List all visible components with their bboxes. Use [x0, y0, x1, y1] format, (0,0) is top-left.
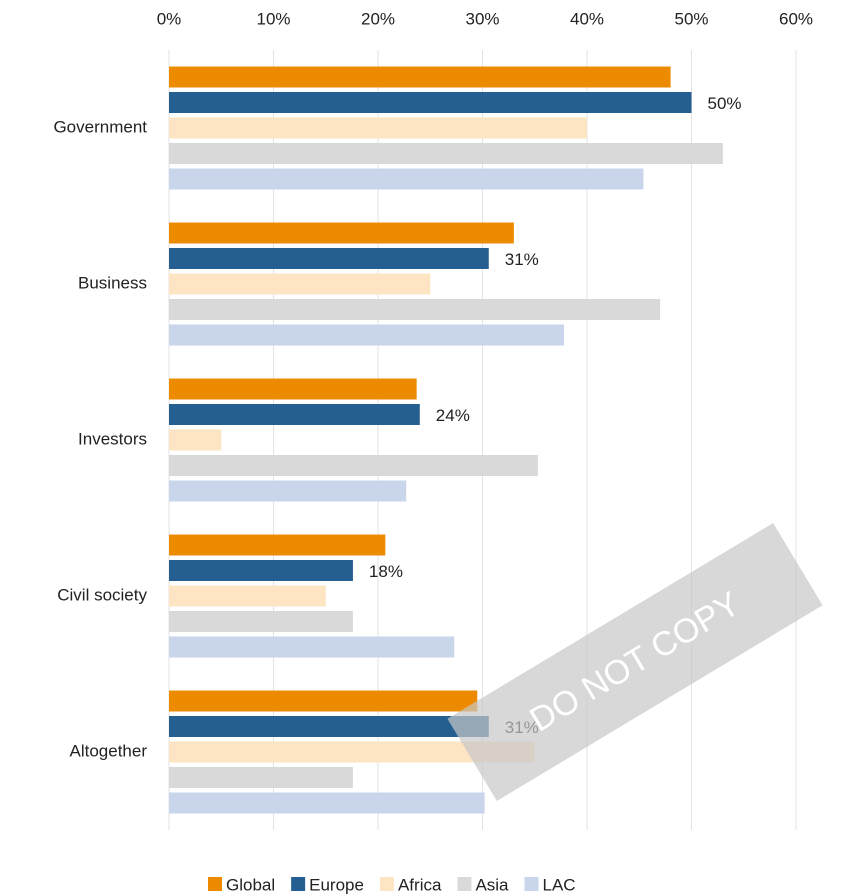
bar — [169, 767, 353, 788]
y-tick-label: Altogether — [70, 741, 148, 760]
legend-swatch — [457, 877, 472, 891]
watermark: DO NOT COPY — [447, 522, 823, 802]
bar — [169, 741, 535, 763]
x-tick-label: 10% — [256, 9, 290, 28]
x-tick-label: 30% — [465, 9, 499, 28]
x-tick-label: 20% — [361, 9, 395, 28]
value-label: 31% — [505, 250, 539, 269]
bar — [169, 299, 661, 320]
bar — [169, 273, 431, 295]
bar — [169, 792, 485, 814]
bar — [169, 378, 417, 400]
y-tick-label: Investors — [78, 429, 147, 448]
bar — [169, 690, 478, 712]
bar — [169, 66, 671, 88]
y-tick-label: Government — [53, 117, 147, 136]
x-tick-label: 0% — [157, 9, 182, 28]
value-label: 50% — [708, 94, 742, 113]
bar — [169, 143, 723, 164]
bar — [169, 168, 644, 190]
legend-swatch — [208, 877, 222, 891]
bar — [169, 92, 692, 113]
bar — [169, 560, 353, 581]
bar — [169, 429, 222, 451]
value-label: 24% — [436, 406, 470, 425]
x-tick-label: 50% — [674, 9, 708, 28]
legend-swatch — [291, 877, 306, 891]
legend-swatch — [379, 877, 394, 891]
bar — [169, 716, 489, 737]
bar — [169, 222, 514, 244]
bar — [169, 534, 386, 556]
bar — [169, 585, 326, 607]
legend-label: Africa — [398, 875, 442, 894]
legend-label: Asia — [475, 875, 509, 894]
bar — [169, 248, 489, 269]
legend-label: LAC — [543, 875, 576, 894]
bar — [169, 324, 565, 346]
x-tick-label: 60% — [779, 9, 813, 28]
bar — [169, 117, 587, 139]
legend-label: Europe — [309, 875, 364, 894]
legend-swatch — [524, 877, 539, 891]
value-label: 18% — [369, 562, 403, 581]
bar — [169, 404, 420, 425]
bar — [169, 636, 455, 658]
y-tick-label: Civil society — [57, 585, 147, 604]
watermark-band — [447, 522, 823, 802]
legend-label: Global — [226, 875, 275, 894]
y-tick-label: Business — [78, 273, 147, 292]
x-tick-label: 40% — [570, 9, 604, 28]
bar — [169, 480, 407, 502]
bar — [169, 611, 353, 632]
bar — [169, 455, 538, 476]
